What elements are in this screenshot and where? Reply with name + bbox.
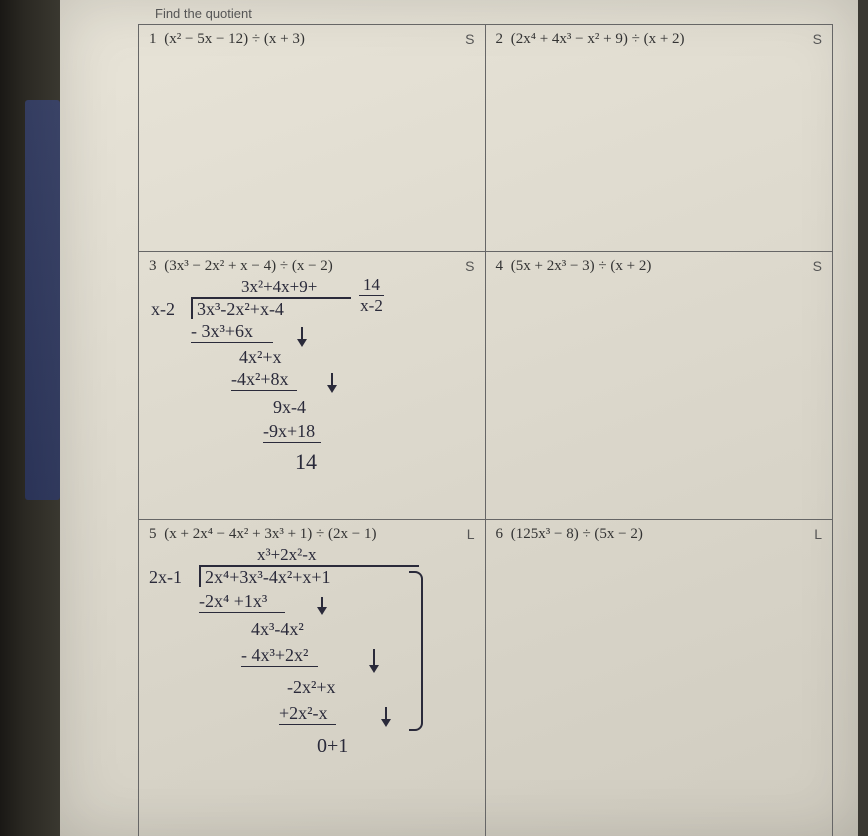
instruction-text: Find the quotient	[155, 6, 252, 21]
step: -2x⁴ +1x³	[199, 591, 285, 613]
cell-1: 1 (x² − 5x − 12) ÷ (x + 3) S	[138, 24, 486, 252]
step: 9x-4	[273, 397, 306, 418]
problem-6: 6 (125x³ − 8) ÷ (5x − 2) L	[496, 526, 823, 543]
problem-expression: (x² − 5x − 12) ÷ (x + 3)	[164, 31, 305, 47]
mark-letter: S	[465, 258, 474, 274]
problem-number: 2	[496, 31, 504, 47]
problem-3: 3 (3x³ − 2x² + x − 4) ÷ (x − 2) S	[149, 258, 475, 275]
arrow-icon	[301, 327, 303, 345]
mark-letter: S	[465, 31, 474, 47]
cell-3: 3 (3x³ − 2x² + x − 4) ÷ (x − 2) S 3x²+4x…	[138, 252, 486, 520]
problem-1: 1 (x² − 5x − 12) ÷ (x + 3) S	[149, 31, 475, 48]
problem-expression: (3x³ − 2x² + x − 4) ÷ (x − 2)	[164, 258, 333, 274]
quotient-5: x³+2x²-x	[257, 545, 316, 565]
divisor-3: x-2	[151, 299, 175, 320]
mark-letter: S	[813, 258, 822, 274]
cell-5: 5 (x + 2x⁴ − 4x² + 3x³ + 1) ÷ (2x − 1) L…	[138, 520, 486, 836]
problem-number: 4	[496, 258, 504, 274]
problem-grid: 1 (x² − 5x − 12) ÷ (x + 3) S 2 (2x⁴ + 4x…	[138, 24, 833, 836]
step: -4x²+8x	[231, 369, 297, 391]
step: +2x²-x	[279, 703, 336, 725]
arrow-icon	[331, 373, 333, 391]
quotient-3: 3x²+4x+9+	[241, 277, 317, 297]
problem-4: 4 (5x + 2x³ − 3) ÷ (x + 2) S	[496, 258, 823, 275]
step: 4x²+x	[239, 347, 282, 368]
result-5: 0+1	[317, 735, 348, 758]
problem-number: 1	[149, 31, 157, 47]
mark-letter: S	[813, 31, 822, 47]
cell-4: 4 (5x + 2x³ − 3) ÷ (x + 2) S	[486, 252, 834, 520]
problem-number: 3	[149, 258, 157, 274]
arrow-icon	[373, 649, 375, 671]
problem-expression: (125x³ − 8) ÷ (5x − 2)	[511, 526, 643, 542]
problem-number: 5	[149, 526, 157, 542]
worksheet-page: Find the quotient 1 (x² − 5x − 12) ÷ (x …	[60, 0, 858, 836]
mark-letter: L	[467, 526, 475, 542]
step: -2x²+x	[287, 677, 336, 698]
problem-number: 6	[496, 526, 504, 542]
step: - 3x³+6x	[191, 321, 273, 343]
bracket-icon	[409, 571, 423, 731]
arrow-icon	[321, 597, 323, 613]
arrow-icon	[385, 707, 387, 725]
step: 4x³-4x²	[251, 619, 304, 640]
dividend-5: 2x⁴+3x³-4x²+x+1	[205, 567, 331, 588]
step: - 4x³+2x²	[241, 645, 318, 667]
cell-2: 2 (2x⁴ + 4x³ − x² + 9) ÷ (x + 2) S	[486, 24, 834, 252]
remainder-fraction: 14 x-2	[359, 275, 384, 316]
dividend-3: 3x³-2x²+x-4	[197, 299, 284, 320]
blue-fabric	[25, 100, 60, 500]
result-3: 14	[295, 449, 317, 475]
mark-letter: L	[814, 526, 822, 542]
problem-2: 2 (2x⁴ + 4x³ − x² + 9) ÷ (x + 2) S	[496, 31, 823, 48]
divisor-5: 2x-1	[149, 567, 182, 588]
problem-expression: (x + 2x⁴ − 4x² + 3x³ + 1) ÷ (2x − 1)	[164, 526, 376, 542]
cell-6: 6 (125x³ − 8) ÷ (5x − 2) L	[486, 520, 834, 836]
step: -9x+18	[263, 421, 321, 443]
problem-expression: (5x + 2x³ − 3) ÷ (x + 2)	[511, 258, 652, 274]
notebook-edge	[0, 0, 60, 836]
problem-5: 5 (x + 2x⁴ − 4x² + 3x³ + 1) ÷ (2x − 1) L	[149, 526, 475, 543]
problem-expression: (2x⁴ + 4x³ − x² + 9) ÷ (x + 2)	[511, 31, 685, 47]
